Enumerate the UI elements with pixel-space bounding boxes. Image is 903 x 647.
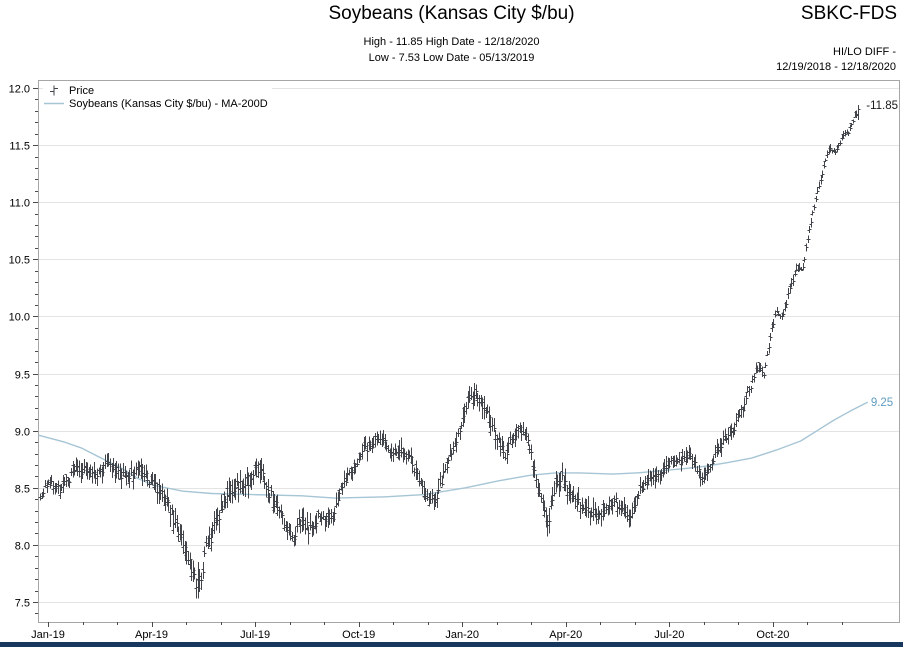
footer-accent-bar [0,642,903,647]
y-axis-label: 7.5 [15,598,30,610]
legend-row-ma: Soybeans (Kansas City $/bu) - MA-200D [43,97,268,110]
x-axis-label: Jan-19 [31,629,65,641]
ma-200d-line [38,401,869,499]
legend-row-price: Price [43,84,268,97]
x-axis-label: Jul-20 [654,629,684,641]
hilo-diff-label: HI/LO DIFF - [833,46,896,58]
y-axis-label: 8.5 [15,484,30,496]
hlc-bar-icon [43,85,65,96]
y-axis-label: 9.5 [15,370,30,382]
x-axis-label: Oct-19 [342,629,375,641]
x-axis-label: Jul-19 [240,629,270,641]
high-stat-line: High - 11.85 High Date - 12/18/2020 [363,36,540,48]
plot-border [38,80,900,623]
price-bars [40,105,859,599]
x-axis: Jan-19 Apr-19 Jul-19 Oct-19 Jan-20 Apr-20 Jul-… [31,622,843,641]
y-axis-label: 11.5 [9,141,30,153]
x-axis-label: Oct-20 [756,629,789,641]
y-gridlines [38,88,899,603]
ma-value-annotation: 9.25 [871,397,893,409]
y-axis-label: 10.0 [9,312,30,324]
chart-legend: Price Soybeans (Kansas City $/bu) - MA-2… [43,83,272,111]
price-bar-ticks [38,109,861,589]
x-axis-label: Jan-20 [445,629,479,641]
legend-ma-label: Soybeans (Kansas City $/bu) - MA-200D [69,97,268,110]
y-axis: 7.5 8.0 8.5 9.0 9.5 10.0 10.5 11.0 11.5 12.0 [9,84,38,614]
y-axis-label: 12.0 [9,84,30,96]
y-axis-label: 9.0 [15,427,30,439]
date-range-label: 12/19/2018 - 12/18/2020 [776,61,896,73]
chart-title: Soybeans (Kansas City $/bu) [328,3,575,24]
x-axis-label: Apr-20 [549,629,582,641]
high-value-annotation: -11.85 [866,100,898,112]
ma-line-icon [43,98,65,109]
y-axis-label: 8.0 [15,541,30,553]
x-axis-label: Apr-19 [135,629,168,641]
ticker-symbol: SBKC-FDS [800,3,897,24]
legend-price-label: Price [69,84,95,97]
y-axis-label: 10.5 [9,255,30,267]
low-stat-line: Low - 7.53 Low Date - 05/13/2019 [368,52,535,64]
y-axis-label: 11.0 [9,198,30,210]
